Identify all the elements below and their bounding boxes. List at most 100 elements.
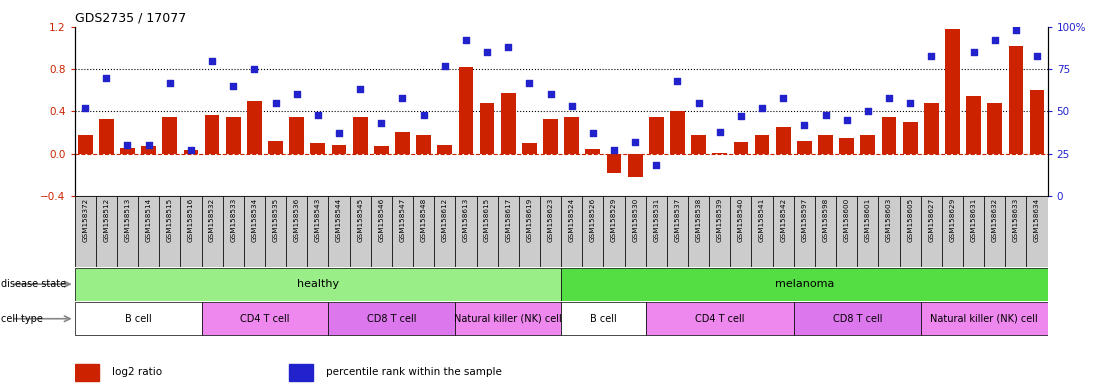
Text: GSM158542: GSM158542: [780, 198, 787, 242]
Point: [351, 86, 369, 93]
Bar: [459, 67, 473, 154]
Bar: [328, 302, 455, 335]
Bar: [374, 146, 388, 154]
Bar: [244, 196, 265, 267]
Bar: [963, 196, 984, 267]
Point: [647, 162, 665, 169]
Bar: [607, 154, 621, 173]
Bar: [265, 196, 286, 267]
Point: [309, 112, 327, 118]
Point: [584, 130, 601, 136]
Bar: [688, 196, 709, 267]
Point: [711, 129, 728, 135]
Bar: [476, 196, 498, 267]
Bar: [603, 196, 624, 267]
Point: [499, 44, 517, 50]
Bar: [984, 196, 1005, 267]
Point: [246, 66, 263, 72]
Bar: [924, 103, 939, 154]
Bar: [434, 196, 455, 267]
Text: GSM158524: GSM158524: [568, 198, 575, 242]
Text: healthy: healthy: [297, 279, 339, 289]
Bar: [247, 101, 262, 154]
Bar: [561, 302, 646, 335]
Point: [415, 112, 432, 118]
Bar: [99, 119, 114, 154]
Text: GSM158601: GSM158601: [864, 198, 871, 242]
Text: GSM158540: GSM158540: [738, 198, 744, 242]
Text: GSM158632: GSM158632: [992, 198, 998, 242]
Bar: [519, 196, 540, 267]
Bar: [1027, 196, 1048, 267]
Bar: [1005, 196, 1027, 267]
Point: [606, 147, 623, 153]
Point: [139, 142, 157, 148]
Bar: [649, 117, 664, 154]
Text: B cell: B cell: [125, 314, 151, 324]
Bar: [501, 93, 516, 154]
Text: GSM158548: GSM158548: [420, 198, 427, 242]
Text: GSM158603: GSM158603: [886, 198, 892, 242]
Bar: [75, 302, 202, 335]
Text: GSM158514: GSM158514: [146, 198, 151, 242]
Point: [923, 53, 940, 59]
Point: [457, 37, 475, 43]
Text: GSM158529: GSM158529: [611, 198, 617, 242]
Bar: [75, 364, 99, 381]
Point: [394, 95, 411, 101]
Point: [267, 100, 284, 106]
Text: GSM158546: GSM158546: [378, 198, 384, 242]
Point: [118, 142, 136, 148]
Point: [182, 147, 200, 153]
Text: GSM158533: GSM158533: [230, 198, 236, 242]
Text: GSM158544: GSM158544: [336, 198, 342, 242]
Text: disease state: disease state: [1, 279, 66, 289]
Bar: [561, 196, 583, 267]
Bar: [942, 196, 963, 267]
Bar: [903, 122, 917, 154]
Bar: [75, 196, 95, 267]
Bar: [162, 117, 178, 154]
Bar: [540, 196, 561, 267]
Bar: [751, 196, 772, 267]
Point: [542, 91, 559, 98]
Bar: [75, 268, 561, 301]
Bar: [772, 196, 794, 267]
Bar: [180, 196, 202, 267]
Bar: [289, 364, 313, 381]
Bar: [353, 117, 367, 154]
Bar: [920, 196, 942, 267]
Bar: [857, 196, 879, 267]
Point: [436, 63, 453, 69]
Point: [774, 95, 792, 101]
Text: GSM158513: GSM158513: [124, 198, 131, 242]
Text: GSM158617: GSM158617: [506, 198, 511, 242]
Text: GSM158515: GSM158515: [167, 198, 173, 242]
Text: GSM158605: GSM158605: [907, 198, 913, 242]
Text: GSM158615: GSM158615: [484, 198, 490, 242]
Text: GSM158538: GSM158538: [695, 198, 702, 242]
Point: [986, 37, 1004, 43]
Bar: [882, 117, 896, 154]
Text: log2 ratio: log2 ratio: [112, 367, 161, 377]
Point: [902, 100, 919, 106]
Bar: [455, 302, 561, 335]
Bar: [794, 302, 920, 335]
Bar: [205, 114, 219, 154]
Bar: [522, 143, 536, 154]
Text: GSM158535: GSM158535: [272, 198, 279, 242]
Text: GSM158543: GSM158543: [315, 198, 320, 242]
Text: GSM158372: GSM158372: [82, 198, 88, 242]
Bar: [310, 143, 325, 154]
Bar: [860, 135, 875, 154]
Text: GSM158627: GSM158627: [928, 198, 935, 242]
Point: [77, 105, 94, 111]
Text: GSM158547: GSM158547: [399, 198, 406, 242]
Text: Natural killer (NK) cell: Natural killer (NK) cell: [454, 314, 562, 324]
Bar: [159, 196, 180, 267]
Bar: [479, 103, 495, 154]
Bar: [138, 196, 159, 267]
Bar: [900, 196, 920, 267]
Text: GSM158633: GSM158633: [1013, 198, 1019, 242]
Point: [838, 117, 856, 123]
